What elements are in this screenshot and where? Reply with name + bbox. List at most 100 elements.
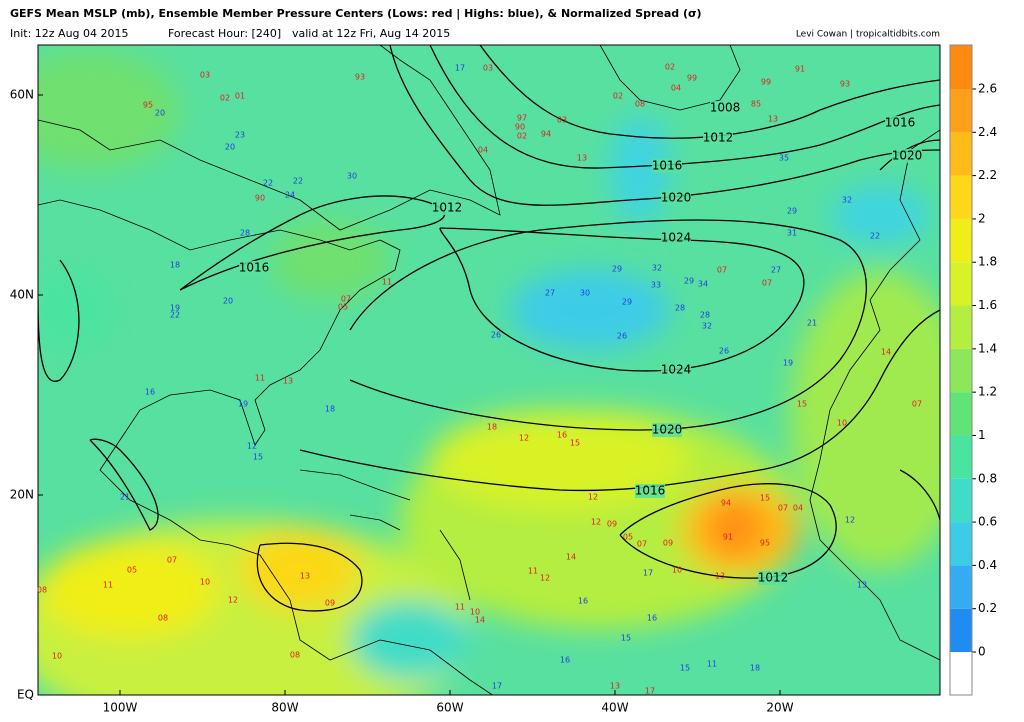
forecast-hour: Forecast Hour: [240] (168, 27, 281, 40)
high-center: 24 (285, 191, 295, 200)
low-center: 93 (355, 73, 365, 82)
colorbar-frame (949, 44, 973, 696)
high-center: 13 (857, 581, 867, 590)
low-center: 99 (687, 74, 697, 83)
credit: Levi Cowan | tropicaltidbits.com (796, 30, 940, 40)
low-center: 02 (665, 63, 675, 72)
high-center: 12 (845, 516, 855, 525)
colorbar-tick-label: 1 (978, 428, 986, 442)
isobar-label-bg (432, 201, 462, 215)
isobar-label: 1020 (661, 191, 692, 205)
colorbar-band (950, 522, 972, 566)
high-center: 28 (240, 229, 250, 238)
coastline (599, 45, 741, 111)
low-center: 07 (167, 556, 177, 565)
colorbar-tick-label: 1.8 (978, 255, 997, 269)
map (38, 45, 940, 695)
colorbar-band (950, 262, 972, 306)
low-center: 08 (158, 614, 168, 623)
colorbar-below (950, 652, 972, 695)
high-center: 16 (647, 614, 657, 623)
low-center: 02 (613, 92, 623, 101)
low-center: 04 (478, 146, 488, 155)
colorbar-tick-label: 2 (978, 211, 986, 225)
lon-label: 40W (601, 701, 628, 715)
high-center: 16 (578, 597, 588, 606)
coastline (38, 199, 494, 695)
isobar-label-bg (885, 116, 915, 130)
isobar (389, 45, 940, 206)
low-center: 99 (761, 78, 771, 87)
valid-time: valid at 12z Fri, Aug 14 2015 (292, 27, 450, 40)
low-center: 17 (645, 687, 655, 696)
map-labels: 1008101210161020102410241020101610121012… (37, 63, 922, 696)
lat-label: 40N (10, 288, 34, 302)
high-center: 30 (347, 172, 357, 181)
low-center: 11 (455, 603, 465, 612)
high-center: 29 (612, 265, 622, 274)
high-center: 26 (617, 332, 627, 341)
high-center: 12 (247, 442, 257, 451)
colorbar-band (950, 565, 972, 609)
high-center: 18 (170, 261, 180, 270)
low-center: 90 (515, 123, 525, 132)
high-center: 16 (145, 388, 155, 397)
colorbar-tick-label: 1.6 (978, 298, 997, 312)
low-center: 02 (517, 132, 527, 141)
low-center: 91 (795, 65, 805, 74)
colorbar-band (950, 305, 972, 349)
high-center: 16 (560, 656, 570, 665)
coastline (38, 45, 501, 231)
colorbar-band (950, 175, 972, 219)
high-center: 26 (719, 347, 729, 356)
map-frame (37, 44, 941, 696)
low-center: 07 (717, 266, 727, 275)
high-center: 17 (643, 569, 653, 578)
high-center: 18 (325, 405, 335, 414)
isobar-label: 1012 (703, 131, 734, 145)
isobar-label-bg (661, 363, 691, 377)
low-center: 05 (623, 533, 633, 542)
lat-label: EQ (17, 688, 34, 702)
isobar-label: 1016 (239, 261, 270, 275)
isobar-label-bg (661, 231, 691, 245)
low-center: 03 (200, 71, 210, 80)
colorbar-band (950, 435, 972, 479)
low-center: 13 (610, 682, 620, 691)
high-center: 20 (155, 109, 165, 118)
low-center: 95 (143, 101, 153, 110)
high-center: 32 (842, 196, 852, 205)
low-center: 10 (52, 652, 62, 661)
low-center: 03 (483, 64, 493, 73)
isobar-label-bg (239, 261, 269, 275)
low-center: 07 (341, 295, 351, 304)
isobar-label-bg (710, 101, 740, 115)
low-center: 15 (760, 494, 770, 503)
colorbar-band (950, 478, 972, 523)
low-center: 08 (635, 100, 645, 109)
high-center: 27 (545, 289, 555, 298)
isobar-label: 1016 (652, 159, 683, 173)
low-center: 16 (557, 431, 567, 440)
high-center: 29 (622, 298, 632, 307)
low-center: 11 (103, 581, 113, 590)
high-center: 28 (675, 304, 685, 313)
low-center: 08 (290, 651, 300, 660)
low-center: 12 (588, 493, 598, 502)
lon-label: 100W (103, 701, 138, 715)
high-center: 17 (492, 682, 502, 691)
low-center: 18 (487, 423, 497, 432)
init: Init: 12z Aug 04 2015 (10, 27, 129, 40)
colorbar-band (950, 218, 972, 263)
low-center: 10 (470, 608, 480, 617)
high-center: 20 (223, 297, 233, 306)
colorbar-band (950, 132, 972, 176)
high-center: 34 (698, 280, 708, 289)
high-center: 33 (651, 281, 661, 290)
low-center: 01 (235, 92, 245, 101)
isobar-label: 1020 (892, 149, 923, 163)
low-center: 07 (778, 504, 788, 513)
high-center: 31 (787, 229, 797, 238)
low-center: 03 (557, 116, 567, 125)
isobar-label-bg (758, 571, 788, 585)
